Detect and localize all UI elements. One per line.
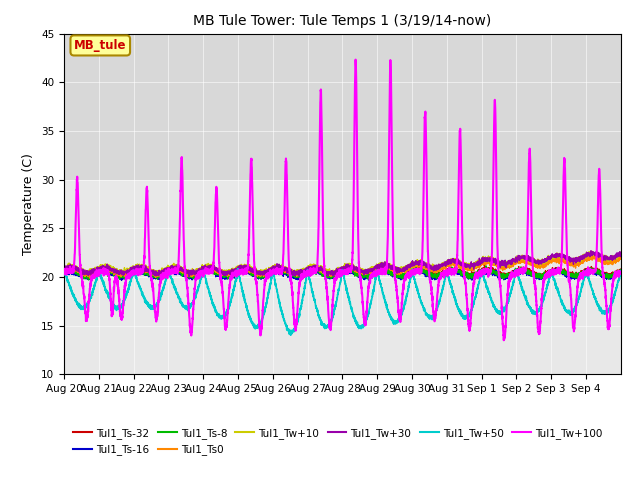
Legend: Tul1_Ts-32, Tul1_Ts-16, Tul1_Ts-8, Tul1_Ts0, Tul1_Tw+10, Tul1_Tw+30, Tul1_Tw+50,: Tul1_Ts-32, Tul1_Ts-16, Tul1_Ts-8, Tul1_… <box>69 424 606 459</box>
Text: MB_tule: MB_tule <box>74 39 127 52</box>
Title: MB Tule Tower: Tule Temps 1 (3/19/14-now): MB Tule Tower: Tule Temps 1 (3/19/14-now… <box>193 14 492 28</box>
Y-axis label: Temperature (C): Temperature (C) <box>22 153 35 255</box>
Bar <box>64 34 621 180</box>
